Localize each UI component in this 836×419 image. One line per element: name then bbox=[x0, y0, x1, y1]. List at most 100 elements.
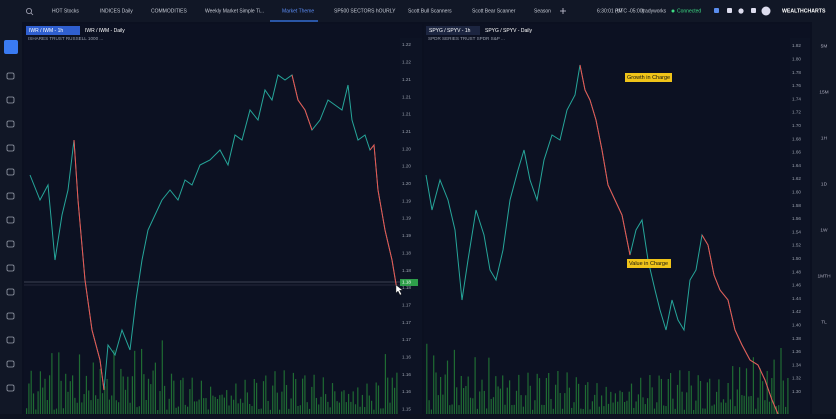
volume-bar bbox=[607, 403, 610, 414]
search-icon[interactable] bbox=[25, 7, 32, 14]
price-axis-label: 1.21 bbox=[402, 94, 411, 99]
volume-bar bbox=[504, 404, 506, 414]
volume-bar bbox=[276, 392, 278, 414]
volume-bar bbox=[679, 370, 681, 414]
brand: WEALTHCHARTS bbox=[782, 8, 826, 14]
volume-bar bbox=[651, 387, 653, 414]
tool-icon[interactable] bbox=[6, 264, 15, 272]
pane-tab-active[interactable] bbox=[426, 26, 480, 35]
pane-tab-active[interactable] bbox=[26, 26, 80, 35]
volume-bar bbox=[663, 405, 665, 414]
pane-tab[interactable]: IWR / IWM - Daily bbox=[85, 28, 125, 34]
tab[interactable]: Market Theme bbox=[282, 8, 314, 14]
timeframe[interactable]: 1D bbox=[821, 181, 828, 187]
volume-bar bbox=[136, 407, 138, 414]
volume-bar bbox=[391, 377, 393, 414]
volume-bar bbox=[152, 370, 154, 414]
price-axis-label: 1.19 bbox=[402, 233, 411, 238]
tool-icon[interactable] bbox=[6, 144, 15, 152]
volume-bar bbox=[42, 387, 44, 414]
cursor-tool[interactable] bbox=[4, 40, 18, 54]
timeframe[interactable]: TL bbox=[821, 319, 827, 325]
tab[interactable]: Season bbox=[534, 8, 551, 14]
tab[interactable]: INDICES Daily bbox=[100, 8, 133, 14]
tab[interactable]: COMMODITIES bbox=[151, 8, 187, 14]
volume-bar bbox=[520, 395, 522, 414]
volume-bar bbox=[65, 373, 67, 414]
volume-bar bbox=[39, 371, 41, 414]
timeframe[interactable]: 15M bbox=[819, 89, 828, 95]
tool-icon[interactable] bbox=[6, 192, 15, 200]
tool-icon[interactable] bbox=[6, 384, 15, 392]
timeframe[interactable]: 1MTH bbox=[817, 273, 831, 279]
volume-bar bbox=[573, 402, 575, 414]
volume-bar bbox=[564, 393, 566, 414]
timeframe-bar bbox=[812, 22, 836, 414]
tab[interactable]: Weekly Market Simple Ti... bbox=[205, 8, 264, 14]
volume-bar bbox=[285, 385, 288, 414]
volume-bar bbox=[311, 386, 313, 414]
tool-icon[interactable] bbox=[6, 336, 15, 344]
tool-icon[interactable] bbox=[6, 312, 15, 320]
volume-bar bbox=[269, 409, 271, 414]
tool-icon[interactable] bbox=[6, 168, 15, 176]
timeframe[interactable]: 1H bbox=[821, 135, 828, 141]
volume-bar bbox=[327, 401, 329, 414]
volume-bar bbox=[748, 396, 750, 414]
volume-bar bbox=[76, 402, 78, 414]
price-axis-label: 1.40 bbox=[792, 323, 801, 328]
tool-icon[interactable] bbox=[6, 120, 15, 128]
tool-icon[interactable] bbox=[6, 216, 15, 224]
volume-bar bbox=[191, 377, 193, 414]
tab[interactable]: HOT Stocks bbox=[52, 8, 79, 14]
tool-icon[interactable] bbox=[6, 360, 15, 368]
volume-bar bbox=[699, 380, 702, 414]
timeframe[interactable]: 1W bbox=[820, 227, 828, 233]
pane-tab[interactable]: SPYG / SPYV - Daily bbox=[485, 28, 532, 34]
volume-bar bbox=[281, 391, 283, 414]
volume-bar bbox=[368, 395, 370, 414]
price-axis-label: 1.80 bbox=[792, 57, 801, 62]
volume-bar bbox=[219, 395, 221, 414]
tool-icon[interactable] bbox=[6, 72, 15, 80]
volume-bar bbox=[686, 392, 688, 414]
volume-bar bbox=[334, 391, 336, 414]
pane-tab[interactable]: SPYG / SPYV - 1h bbox=[429, 28, 471, 34]
image-icon[interactable] bbox=[727, 8, 732, 13]
connection-dot bbox=[671, 9, 675, 13]
avatar[interactable] bbox=[761, 6, 771, 16]
price-axis-label: 1.50 bbox=[792, 256, 801, 261]
volume-bar bbox=[640, 377, 642, 414]
volume-bar bbox=[688, 371, 690, 414]
annotation-box bbox=[627, 259, 671, 268]
price-axis-label: 1.30 bbox=[792, 389, 801, 394]
volume-bar bbox=[483, 390, 485, 414]
settings-icon[interactable] bbox=[738, 8, 744, 14]
pane-tab[interactable]: IWR / IWM - 1h bbox=[29, 28, 63, 34]
user: tradyworks bbox=[642, 8, 667, 14]
tool-icon[interactable] bbox=[6, 96, 15, 104]
tab[interactable]: Scott Bear Scanner bbox=[472, 8, 516, 14]
tool-icon[interactable] bbox=[6, 240, 15, 248]
alert-icon[interactable] bbox=[751, 8, 756, 13]
save-icon[interactable] bbox=[714, 8, 719, 13]
price-axis-label: 1.15 bbox=[402, 407, 411, 412]
price-axis-label: 1.64 bbox=[792, 163, 801, 168]
price-axis-label: 1.52 bbox=[792, 243, 801, 248]
volume-bar bbox=[382, 408, 384, 414]
volume-bar bbox=[380, 408, 382, 414]
volume-bar bbox=[497, 386, 499, 414]
volume-bar bbox=[62, 408, 64, 414]
volume-bar bbox=[95, 395, 97, 414]
volume-bar bbox=[536, 373, 538, 414]
volume-bar bbox=[235, 383, 237, 414]
timeframe[interactable]: 5M bbox=[821, 43, 828, 49]
volume-bar bbox=[589, 409, 591, 414]
tab[interactable]: Scott Bull Scanners bbox=[408, 8, 452, 14]
volume-bar bbox=[32, 393, 35, 414]
tool-icon[interactable] bbox=[6, 288, 15, 296]
price-axis-label: 1.34 bbox=[792, 362, 801, 367]
volume-bar bbox=[693, 409, 695, 414]
tab[interactable]: SP500 SECTORS hOURLY bbox=[334, 8, 396, 14]
